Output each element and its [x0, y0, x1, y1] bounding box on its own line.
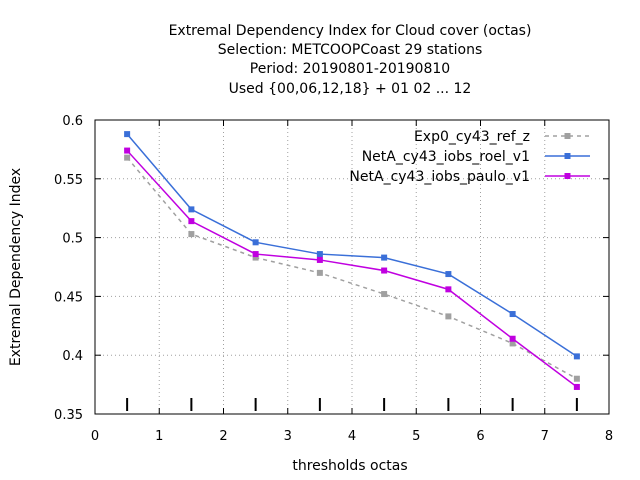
x-tick-label: 1 — [155, 429, 163, 444]
y-axis-ticks: 0.35 0.4 0.45 0.5 0.55 0.6 — [54, 114, 609, 423]
grid — [95, 120, 609, 414]
legend-label: NetA_cy43_iobs_roel_v1 — [362, 149, 530, 165]
y-tick-label: 0.4 — [62, 349, 83, 364]
series-line — [126, 150, 578, 388]
y-tick-label: 0.35 — [54, 408, 83, 423]
data-point — [316, 269, 323, 276]
threshold-markers — [126, 398, 578, 411]
data-point — [188, 231, 195, 238]
data-point — [124, 154, 131, 161]
data-point — [188, 206, 195, 213]
x-tick-label: 8 — [605, 429, 613, 444]
data-point — [316, 256, 323, 263]
data-point — [252, 251, 259, 258]
title-line-4: Used {00,06,12,18} + 01 02 ... 12 — [229, 81, 472, 97]
y-tick-label: 0.55 — [54, 173, 83, 188]
x-tick-label: 5 — [412, 429, 420, 444]
data-point — [252, 254, 259, 261]
data-point — [381, 291, 388, 298]
y-tick-label: 0.45 — [54, 290, 83, 305]
title-line-3: Period: 20190801-20190810 — [250, 61, 450, 77]
series — [124, 131, 580, 390]
series-3 — [124, 147, 580, 390]
x-axis-label: thresholds octas — [292, 458, 407, 474]
x-tick-label: 0 — [91, 429, 99, 444]
data-point — [509, 311, 516, 318]
data-point — [445, 313, 452, 320]
series-2 — [124, 131, 580, 360]
legend-swatch-marker — [564, 173, 571, 179]
title-line-1: Extremal Dependency Index for Cloud cove… — [169, 23, 532, 39]
y-tick-label: 0.5 — [62, 232, 83, 247]
data-point — [381, 267, 388, 274]
x-axis-ticks: 0 1 2 3 4 5 6 7 8 — [91, 120, 613, 444]
x-tick-label: 6 — [476, 429, 484, 444]
y-axis-label: Extremal Dependency Index — [8, 168, 24, 366]
series-line — [126, 133, 578, 358]
x-tick-label: 2 — [219, 429, 227, 444]
data-point — [124, 131, 131, 138]
data-point — [316, 251, 323, 258]
data-point — [381, 254, 388, 261]
y-tick-label: 0.6 — [62, 114, 83, 129]
series-1 — [124, 154, 580, 382]
data-point — [573, 383, 580, 390]
x-tick-label: 7 — [541, 429, 549, 444]
data-point — [124, 147, 131, 154]
chart-title: Extremal Dependency Index for Cloud cove… — [169, 23, 532, 97]
legend-swatch-marker — [564, 153, 571, 159]
data-point — [573, 353, 580, 360]
data-point — [509, 340, 516, 347]
legend-label: Exp0_cy43_ref_z — [414, 129, 530, 145]
data-point — [445, 271, 452, 278]
data-point — [188, 218, 195, 225]
legend-label: NetA_cy43_iobs_paulo_v1 — [349, 169, 530, 185]
data-point — [445, 286, 452, 293]
data-point — [509, 335, 516, 342]
legend: Exp0_cy43_ref_z NetA_cy43_iobs_roel_v1 Net… — [349, 129, 590, 185]
title-line-2: Selection: METCOOPCoast 29 stations — [218, 42, 483, 58]
legend-swatch-marker — [564, 133, 571, 139]
data-point — [573, 375, 580, 382]
x-tick-label: 3 — [284, 429, 292, 444]
x-tick-label: 4 — [348, 429, 356, 444]
data-point — [252, 239, 259, 246]
